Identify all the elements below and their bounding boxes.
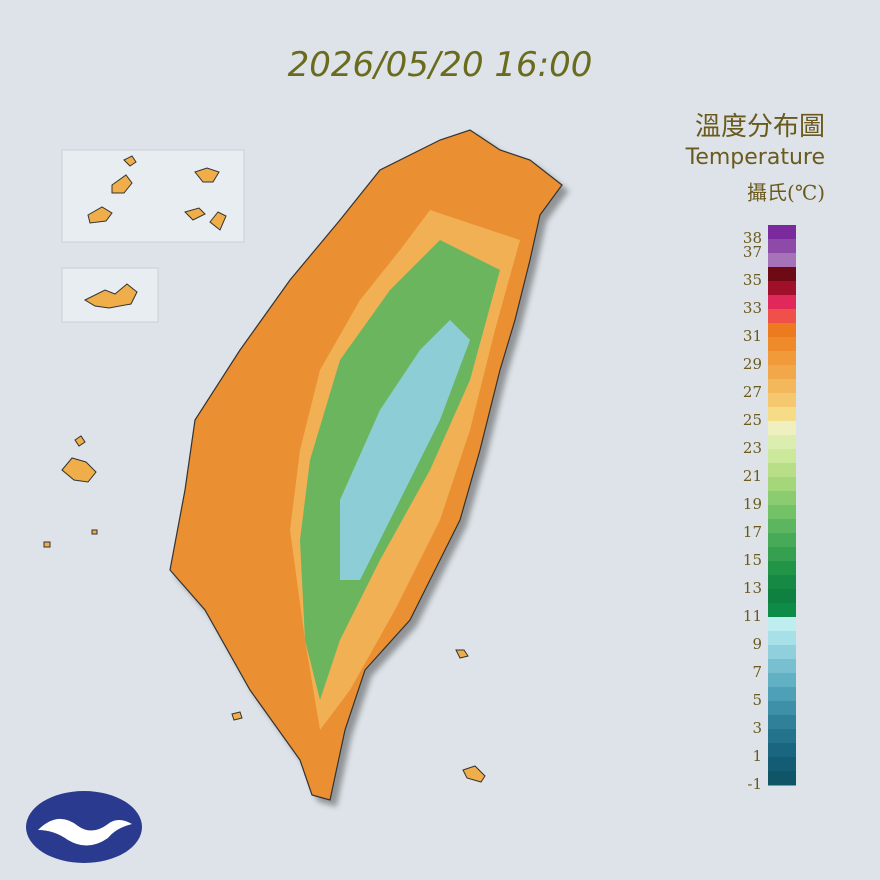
colorbar-band xyxy=(768,757,796,772)
timestamp: 2026/05/20 16:00 xyxy=(288,45,593,85)
legend-label: 17 xyxy=(743,523,762,541)
legend-label: 19 xyxy=(743,495,762,513)
colorbar-band xyxy=(768,253,796,268)
legend-label: 37 xyxy=(743,243,762,261)
colorbar-band xyxy=(768,533,796,548)
legend-label: 29 xyxy=(743,355,762,373)
legend-label: -1 xyxy=(747,775,762,793)
colorbar-band xyxy=(768,407,796,422)
legend-label: 3 xyxy=(752,719,762,737)
colorbar-band xyxy=(768,435,796,450)
colorbar-band xyxy=(768,491,796,506)
legend-label: 13 xyxy=(743,579,762,597)
inset-box xyxy=(61,149,245,243)
colorbar-band xyxy=(768,519,796,534)
colorbar-band xyxy=(768,603,796,618)
colorbar-band xyxy=(768,365,796,380)
colorbar-band xyxy=(768,561,796,576)
colorbar-band xyxy=(768,673,796,688)
colorbar-band xyxy=(768,281,796,296)
colorbar-band xyxy=(768,393,796,408)
colorbar-band xyxy=(768,743,796,758)
legend-label: 23 xyxy=(743,439,762,457)
colorbar-band xyxy=(768,421,796,436)
colorbar-band xyxy=(768,379,796,394)
colorbar-band xyxy=(768,225,796,240)
high-peaks xyxy=(340,320,470,580)
colorbar-band xyxy=(768,267,796,282)
logo xyxy=(26,791,142,863)
colorbar-band xyxy=(768,701,796,716)
legend-label: 9 xyxy=(752,635,762,653)
colorbar-band xyxy=(768,449,796,464)
colorbar-band xyxy=(768,631,796,646)
legend-label: 21 xyxy=(743,467,762,485)
legend-label: 25 xyxy=(743,411,762,429)
colorbar-band xyxy=(768,645,796,660)
legend-label: 11 xyxy=(743,607,762,625)
legend-label: 7 xyxy=(752,663,762,681)
colorbar-band xyxy=(768,239,796,254)
legend-label: 35 xyxy=(743,271,762,289)
legend-label: 27 xyxy=(743,383,762,401)
colorbar-band xyxy=(768,351,796,366)
legend-title: 溫度分布圖 xyxy=(695,112,825,142)
colorbar-band xyxy=(768,771,796,786)
colorbar-band xyxy=(768,617,796,632)
colorbar-band xyxy=(768,323,796,338)
colorbar-band xyxy=(768,547,796,562)
legend-subtitle: Temperature xyxy=(685,145,825,170)
colorbar-band xyxy=(768,295,796,310)
colorbar-band xyxy=(768,687,796,702)
colorbar-band xyxy=(768,729,796,744)
colorbar-band xyxy=(768,505,796,520)
islands xyxy=(43,155,486,783)
legend-label: 15 xyxy=(743,551,762,569)
legend-label: 38 xyxy=(743,229,762,247)
legend-unit: 攝氏(℃) xyxy=(747,181,825,205)
legend-label: 33 xyxy=(743,299,762,317)
colorbar-band xyxy=(768,589,796,604)
colorbar-band xyxy=(768,575,796,590)
legend-label: 5 xyxy=(752,691,762,709)
logo-wave xyxy=(38,818,132,846)
colorbar-band xyxy=(768,477,796,492)
colorbar-band xyxy=(768,715,796,730)
legend-label: 31 xyxy=(743,327,762,345)
legend-label: 1 xyxy=(752,747,762,765)
colorbar-band xyxy=(768,309,796,324)
colorbar-band xyxy=(768,337,796,352)
colorbar-band xyxy=(768,463,796,478)
colorbar-band xyxy=(768,659,796,674)
